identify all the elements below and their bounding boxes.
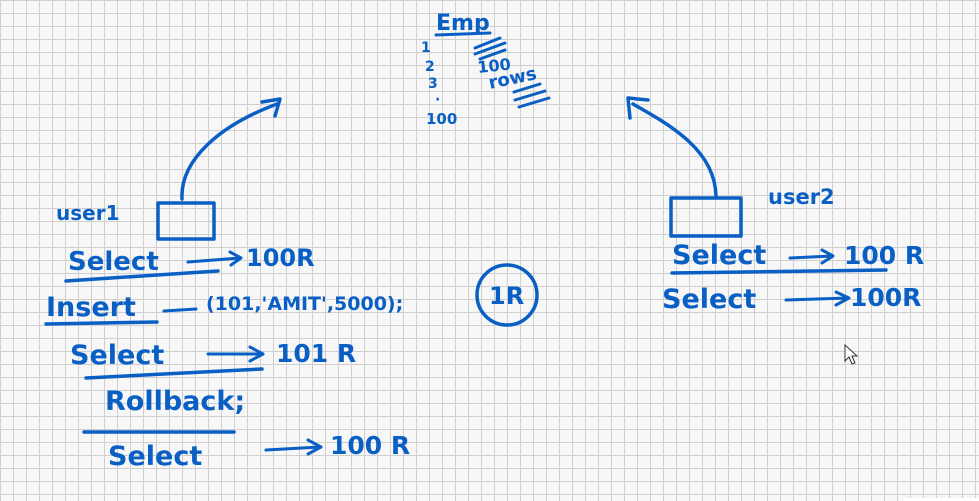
user1-step5-result: 100 R [330,431,410,460]
row-count: 100 [476,55,511,77]
user1-arrow-curve [180,102,279,201]
row-label-dot: · [435,92,440,108]
user2-step1-arrow [788,248,835,265]
user1-step2-underline [44,320,159,326]
user2-step1-command: Select [672,240,766,271]
user1-step3-result: 101 R [276,339,356,368]
user1-session: user1 Select 100R Insert (101,'AMIT',500… [44,97,539,472]
user1-arrow-head [260,97,282,118]
user1-box [156,201,216,241]
row-label-1: 1 [421,40,431,56]
row-label-2: 2 [425,59,435,75]
insert-badge-circle [475,263,539,327]
user2-label: user2 [768,185,835,209]
user1-step2-values: (101,'AMIT',5000); [206,293,403,315]
user1-step1-underline [64,269,220,283]
user2-step2-arrow [784,290,851,307]
user1-step2-dash [162,307,198,313]
user1-step5-command: Select [108,441,202,472]
user2-step1-underline [670,268,888,275]
user1-step1-arrow [186,250,243,267]
user1-step3-arrow [206,345,265,363]
row-label-3: 3 [428,76,438,92]
emp-table-sketch: Emp 1 2 3 · 100 100 rows [421,11,551,128]
row-label-100: 100 [426,110,457,128]
table-name-underline [434,31,492,37]
insert-badge-text: 1R [489,282,524,310]
user1-step3-underline [84,367,264,380]
user2-arrow-curve [631,102,718,198]
user1-step1-command: Select [68,247,159,277]
user2-step2-result: 100R [850,283,921,312]
user2-session: user2 Select 100 R Select 100R [626,96,924,315]
page-corner [904,498,979,501]
user1-step5-arrow [264,438,323,456]
user1-step1-result: 100R [246,244,315,272]
user1-step2-command: Insert [46,292,136,323]
table-name: Emp [436,11,490,36]
user2-box [669,196,743,238]
user1-step4-command: Rollback; [105,386,245,417]
row-marks-bottom [512,82,551,109]
user1-step3-command: Select [70,340,164,371]
user2-arrow-head [626,96,650,120]
row-marks-top [473,36,507,61]
user2-step2-command: Select [662,284,756,315]
user2-step1-result: 100 R [844,241,924,270]
user1-label: user1 [56,201,120,225]
mouse-pointer-icon [844,343,859,365]
